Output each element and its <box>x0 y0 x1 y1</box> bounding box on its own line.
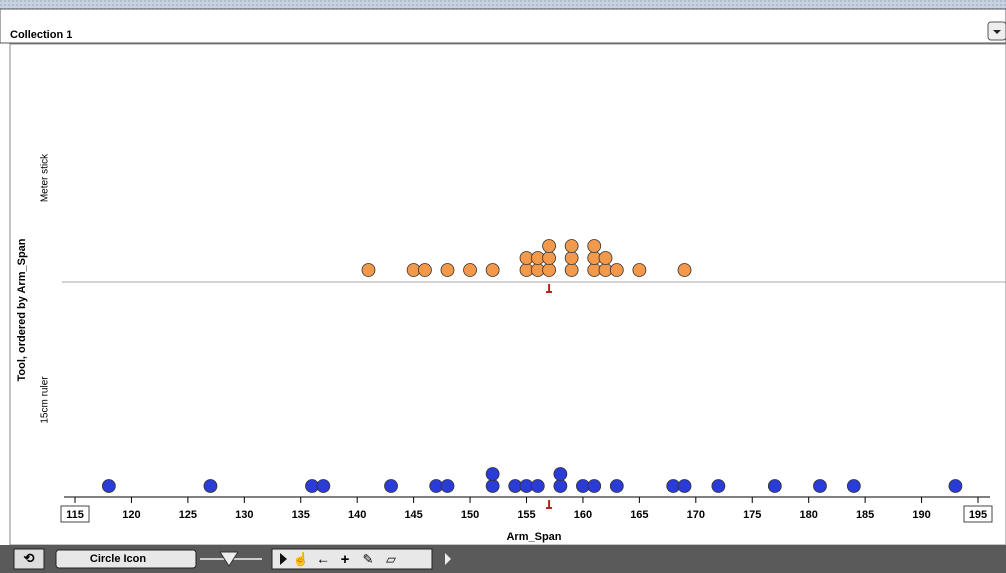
more-tools[interactable] <box>445 553 451 565</box>
tool-buttons: ☝ ← + ✎ ▱ <box>271 548 451 570</box>
x-tick-label: 150 <box>461 509 479 521</box>
data-dot <box>542 251 556 265</box>
refresh-button[interactable] <box>13 548 45 570</box>
x-tick-label: 190 <box>912 509 930 521</box>
x-tick-label: 135 <box>292 509 310 521</box>
group-label: 15cm ruler <box>40 376 51 424</box>
data-dot <box>813 479 827 493</box>
data-dot <box>598 251 613 265</box>
data-dot <box>587 479 602 493</box>
x-axis-label: Arm_Span <box>506 531 561 543</box>
dot-plot: 115 120 125 130 135 140 145 150 155 160 165 170 175 1… <box>40 153 1006 523</box>
data-dot <box>846 479 861 493</box>
data-dot <box>553 467 568 481</box>
data-dot <box>203 479 218 493</box>
data-dot <box>609 263 624 277</box>
group-label: Meter stick <box>40 153 51 202</box>
x-tick-label: 170 <box>687 509 705 521</box>
plot-area <box>9 43 1006 546</box>
data-dot <box>542 239 556 253</box>
x-tick-label: 140 <box>348 509 366 521</box>
hand-tool[interactable]: ☝ <box>293 550 309 567</box>
tool-group <box>271 548 433 570</box>
data-dot <box>542 263 556 277</box>
data-dot <box>587 239 602 253</box>
x-tick-label: 145 <box>404 509 422 521</box>
collection-bar <box>0 8 1006 44</box>
data-dot <box>553 479 568 493</box>
pencil-tool[interactable]: ✎ <box>363 551 374 566</box>
slider-thumb[interactable] <box>219 551 239 567</box>
refresh-icon: ⟲ <box>24 550 35 565</box>
x-tick-label: 155 <box>517 509 535 521</box>
x-tick-label: 130 <box>235 509 253 521</box>
data-dot <box>677 479 692 493</box>
data-dot <box>463 263 477 277</box>
axis-end-box <box>60 505 90 523</box>
data-dot <box>485 467 500 481</box>
x-tick-label: 165 <box>630 509 648 521</box>
data-dot <box>632 263 647 277</box>
collection-title: Collection 1 <box>10 29 72 41</box>
icon-menu-label: Circle Icon <box>90 553 147 565</box>
x-tick-label: 175 <box>743 509 761 521</box>
left-tool[interactable]: ← <box>316 551 330 567</box>
data-dot <box>485 479 500 493</box>
data-dot <box>440 479 455 493</box>
median-marker <box>546 284 553 293</box>
data-dot <box>440 263 455 277</box>
data-dot <box>564 239 579 253</box>
median-marker <box>546 500 553 509</box>
x-tick-label: 120 <box>122 509 140 521</box>
x-tick-label: 185 <box>856 509 874 521</box>
select-tool[interactable] <box>280 553 287 565</box>
y-axis-label: Tool, ordered by Arm_Span <box>16 238 28 381</box>
eraser-tool[interactable]: ▱ <box>386 551 396 566</box>
axis-end-box <box>963 505 993 523</box>
data-dot <box>485 263 500 277</box>
menu-arrow <box>993 30 1001 34</box>
data-dot <box>530 479 545 493</box>
x-tick-label: 160 <box>574 509 592 521</box>
data-dot <box>609 479 624 493</box>
data-dot <box>101 479 116 493</box>
x-tick-label: 180 <box>800 509 818 521</box>
data-dot <box>564 263 579 277</box>
x-tick-label: 115 <box>66 509 84 521</box>
data-dot <box>711 479 726 493</box>
icon-menu[interactable] <box>55 549 197 569</box>
data-dot <box>767 479 782 493</box>
data-dot <box>316 479 331 493</box>
data-dot <box>677 263 692 277</box>
data-dot <box>361 263 376 277</box>
data-dot <box>564 251 579 265</box>
data-dot <box>948 479 963 493</box>
add-tool[interactable]: + <box>341 551 350 568</box>
top-strip <box>0 0 1006 9</box>
x-tick-label: 195 <box>969 509 987 521</box>
x-tick-label: 125 <box>179 509 197 521</box>
data-dot <box>384 479 398 493</box>
data-dot <box>418 263 432 277</box>
